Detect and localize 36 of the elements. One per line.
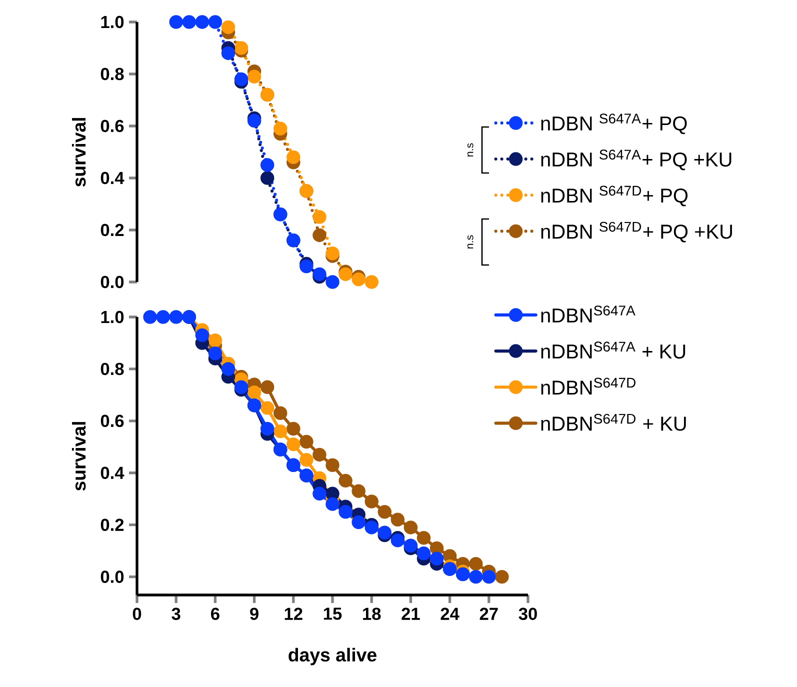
y-tick-label: 0.0 — [100, 570, 124, 583]
legend-label: nDBN$^{S647A}$ + KU — [541, 342, 686, 359]
x-axis-title: days alive — [288, 648, 376, 666]
y-tick-label: 0.4 — [100, 466, 124, 480]
y-tick-label: 0.4 — [100, 172, 124, 184]
x-tick-label: 6 — [211, 608, 220, 620]
y-tick-label: 0.2 — [100, 518, 124, 531]
legend-label: nDBN$^{S647D}$ + KU — [541, 414, 686, 431]
y-tick-label: 0.8 — [100, 362, 124, 376]
y-tick-label: 1.0 — [101, 310, 124, 324]
legend-label: nDBN $^{S647A}$+ PQ +KU — [541, 150, 732, 170]
x-tick-label: 15 — [324, 608, 342, 620]
annotation: n.s — [467, 235, 474, 248]
x-tick-label: 12 — [284, 608, 302, 620]
y-tick-label: 0.6 — [100, 120, 124, 132]
y-axis-title: survival — [72, 118, 86, 187]
y-axis-title: survival — [72, 422, 86, 491]
x-tick-label: 0 — [132, 608, 142, 620]
x-tick-label: 18 — [363, 608, 381, 620]
legend-label: nDBN $^{S647A}$+ PQ — [541, 114, 687, 134]
y-tick-label: 1.0 — [101, 16, 124, 28]
y-tick-label: 0.2 — [100, 224, 124, 236]
legend-label: nDBN$^{S647D}$ — [541, 378, 636, 394]
legend-label: nDBN $^{S647D}$+ PQ +KU — [541, 222, 732, 242]
x-tick-label: 3 — [172, 608, 180, 620]
y-tick-label: 0.8 — [100, 68, 124, 80]
x-tick-label: 27 — [480, 608, 498, 620]
x-tick-label: 30 — [518, 608, 537, 620]
y-tick-label: 0.0 — [100, 276, 124, 288]
x-tick-label: 21 — [402, 608, 420, 620]
annotation: n.s — [467, 143, 474, 156]
y-tick-label: 0.6 — [100, 414, 124, 428]
legend-label: nDBN $^{S647D}$+ PQ — [541, 186, 688, 206]
legend-label: nDBN$^{S647A}$ — [541, 306, 636, 322]
x-tick-label: 24 — [440, 608, 460, 620]
x-tick-label: 9 — [250, 608, 258, 620]
